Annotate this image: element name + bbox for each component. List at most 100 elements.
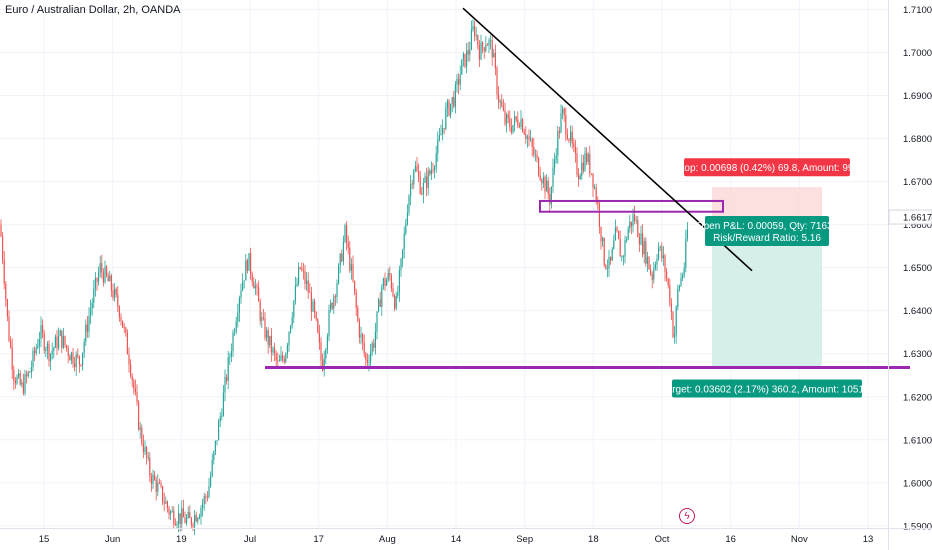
x-tick-label: Jun [105, 534, 120, 545]
candle-body [664, 255, 666, 272]
candle-body [162, 486, 164, 502]
stop-label-text: Stop: 0.00698 (0.42%) 69.8, Amount: 990 [675, 163, 859, 174]
candle-body [114, 288, 116, 298]
candle-body [226, 376, 228, 381]
candle-body [245, 260, 247, 281]
candle-body [629, 221, 631, 229]
candle-body [91, 302, 93, 309]
candle-body [390, 275, 392, 289]
candle-body [69, 355, 71, 361]
candle-body [594, 187, 596, 189]
candle-body [322, 360, 324, 371]
stop-label-bg [684, 158, 850, 177]
candle-body [259, 301, 261, 321]
candle-body [386, 280, 388, 286]
candle-body [142, 443, 144, 453]
candle-body [542, 176, 544, 184]
candle-body [221, 415, 223, 417]
candle-body [490, 40, 492, 41]
pnl-label-text: Risk/Reward Ratio: 5.16 [713, 233, 821, 244]
candle-body [382, 278, 384, 287]
candle-body [78, 356, 80, 365]
candle-body [286, 345, 288, 354]
candle-body [195, 514, 197, 522]
candle-body [547, 180, 549, 195]
candle-body [598, 203, 600, 227]
candle-body [94, 277, 96, 289]
candle-body [637, 220, 639, 238]
x-tick-label: 17 [313, 534, 324, 545]
candle-body [179, 513, 181, 524]
candle-body [531, 139, 533, 147]
candle-body [352, 264, 354, 281]
candle-body [405, 223, 407, 234]
candle-body [54, 336, 56, 348]
candle-body [512, 124, 514, 133]
candle-body [683, 267, 685, 276]
candle-body [150, 476, 152, 484]
candle-body [461, 59, 463, 75]
candle-body [402, 249, 404, 259]
candle-body [134, 388, 136, 393]
candle-body [280, 355, 282, 361]
candle-body [349, 247, 351, 271]
candle-body [666, 271, 668, 279]
candle-body [358, 320, 360, 338]
time-axis[interactable]: 15 Jun 19 Jul 17 Aug 14 Sep 18 Oct 16 Nov 13 [0, 528, 932, 546]
candle-body [186, 517, 188, 524]
candle-body [42, 325, 44, 334]
candle-body [411, 183, 413, 185]
candle-body [651, 273, 653, 280]
candle-body [410, 183, 412, 196]
candle-body [590, 173, 592, 175]
candle-body [672, 312, 674, 338]
candle-body [373, 343, 375, 348]
candle-body [550, 187, 552, 205]
candle-body [440, 134, 442, 136]
candle-body [600, 226, 602, 242]
candle-body [67, 348, 69, 356]
stop-zone [712, 187, 822, 218]
candle-body [58, 335, 60, 349]
candle-body [384, 278, 386, 286]
price-axis[interactable]: 1.59000 1.60000 1.61000 1.62000 1.63000 1.640… [888, 0, 932, 550]
candle-body [346, 225, 348, 243]
candle-body [475, 35, 477, 37]
candle-body [296, 283, 298, 286]
candle-body [288, 332, 290, 346]
x-tick-label: 14 [451, 534, 462, 545]
candle-body [566, 134, 568, 140]
candle-body [66, 345, 68, 349]
x-tick-label: 19 [176, 534, 187, 545]
candle-body [0, 224, 2, 237]
candle-body [554, 159, 556, 168]
candle-body [282, 355, 284, 359]
candle-body [184, 517, 186, 524]
candle-body [592, 173, 594, 188]
candle-body [120, 317, 122, 321]
current-price-tag [888, 209, 932, 225]
flash-event-icon[interactable]: ϟ [679, 508, 695, 524]
candle-body [250, 253, 252, 274]
candle-body [682, 275, 684, 278]
candle-body [446, 101, 448, 109]
candle-body [416, 165, 418, 172]
candle-body [395, 295, 397, 309]
trendline [462, 7, 753, 272]
x-tick-label: Oct [655, 534, 670, 545]
candle-body [117, 294, 119, 307]
candle-body [171, 510, 173, 512]
candle-body [493, 53, 495, 58]
candle-body [93, 288, 95, 303]
candle-body [619, 239, 621, 257]
candle-body [234, 331, 236, 333]
candle-body [136, 392, 138, 402]
candle-body [616, 227, 618, 232]
candle-body [378, 299, 380, 312]
candle-body [6, 299, 8, 317]
candle-body [608, 256, 610, 269]
target-label-text: Target: 0.03602 (2.17%) 360.2, Amount: 1… [662, 384, 873, 395]
candle-body [507, 114, 509, 119]
candle-body [29, 371, 31, 373]
